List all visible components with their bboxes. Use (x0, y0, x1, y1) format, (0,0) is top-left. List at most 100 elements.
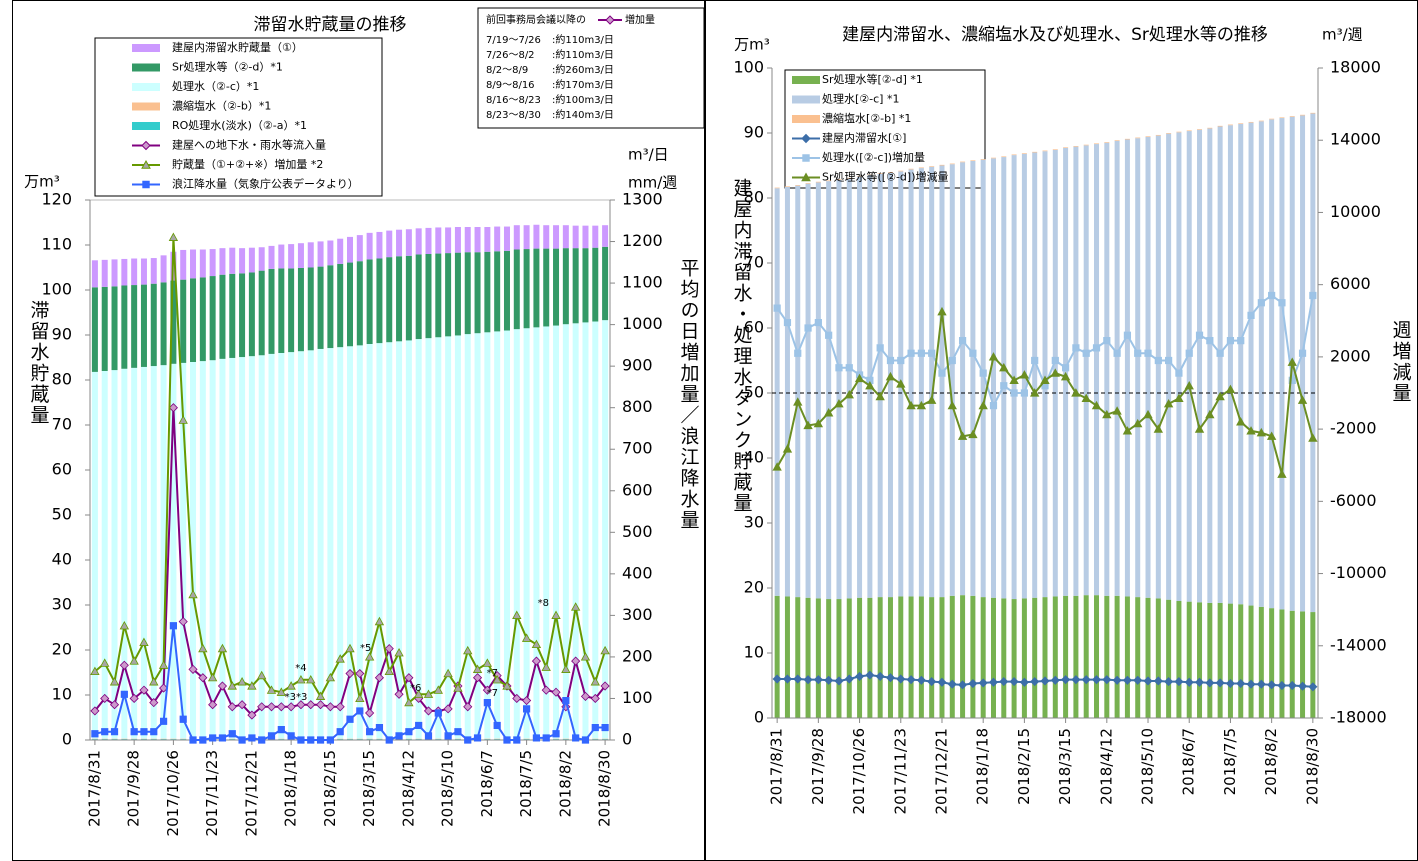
bar-segment (1217, 125, 1223, 127)
bar-segment (464, 227, 471, 253)
bar-segment (1176, 601, 1182, 718)
legend-label: 処理水([②-c])増加量 (822, 151, 925, 164)
bar-segment (386, 230, 393, 258)
line-marker (978, 678, 988, 688)
x-tick-label: 2017/8/31 (768, 728, 786, 805)
y2-tick-label: -10000 (1330, 563, 1387, 582)
line-marker (1030, 388, 1040, 397)
bar-segment (523, 225, 530, 250)
bar-segment (288, 268, 295, 353)
x-tick-label: 2017/11/23 (891, 728, 909, 814)
x-tick-label: 2018/7/5 (517, 750, 535, 817)
bar-segment (1300, 114, 1306, 116)
bar-segment (898, 596, 904, 718)
bar-segment (415, 254, 422, 340)
bar-segment (317, 266, 324, 349)
line-marker (522, 695, 532, 706)
line-marker (1257, 299, 1265, 307)
bar-segment (1176, 132, 1182, 601)
bar-segment (474, 227, 481, 253)
line-marker (926, 395, 937, 404)
line-marker (149, 677, 159, 686)
y-axis-label: 建屋内滞留水・処理水タンク貯蔵量 (731, 178, 753, 514)
y-axis-label: 滞留水貯蔵量 (28, 300, 50, 426)
line-marker (297, 736, 305, 744)
bar-segment (366, 259, 373, 344)
legend-label: 建屋内滞留水貯蔵量（①） (172, 40, 303, 54)
line-marker (907, 349, 915, 357)
bar-segment (990, 597, 996, 718)
bar-segment (815, 598, 821, 718)
line-marker (1091, 400, 1102, 410)
bar-segment (533, 327, 540, 739)
bar-segment (1155, 135, 1161, 599)
line-marker (813, 675, 823, 685)
line-marker (814, 318, 822, 327)
line-marker (1133, 675, 1143, 685)
line-marker (1019, 677, 1029, 687)
line-marker (129, 656, 139, 665)
bar-segment (908, 596, 914, 718)
line-marker (1237, 337, 1245, 345)
y2-tick-label: 800 (622, 397, 653, 416)
line-marker (1143, 409, 1153, 419)
info-period: 8/23～8/30 (486, 110, 541, 121)
line-marker (532, 734, 541, 742)
x-tick-label: 2018/3/15 (1056, 728, 1074, 805)
bar-segment (209, 249, 216, 277)
bar-segment (1124, 138, 1130, 140)
bar-segment (160, 365, 167, 739)
bar-segment (898, 170, 904, 172)
bar-segment (846, 598, 852, 718)
line-marker (1309, 291, 1317, 300)
y2-tick-label: -14000 (1330, 635, 1387, 654)
line-marker (1298, 349, 1307, 357)
line-marker (404, 673, 414, 683)
bar-segment (405, 340, 412, 739)
line-marker (443, 668, 453, 678)
bar-segment (1135, 137, 1141, 139)
bar-segment (337, 238, 344, 264)
bar-segment (1021, 153, 1027, 154)
line-marker (237, 677, 247, 686)
y-tick-label: 100 (41, 280, 72, 299)
line-marker (844, 674, 854, 684)
bar-segment (784, 596, 790, 718)
bar-segment (805, 183, 811, 598)
bar-segment (1227, 603, 1233, 718)
bar-segment (248, 272, 255, 357)
y-tick-label: 0 (62, 730, 72, 749)
x-tick-label: 2017/11/23 (203, 750, 221, 836)
line-marker (1266, 431, 1277, 440)
bar-segment (425, 227, 432, 254)
x-tick-label: 2017/8/31 (85, 750, 103, 827)
bar-segment (356, 345, 363, 739)
y-unit: 万m³ (734, 36, 770, 54)
info-box (477, 7, 705, 129)
bar-segment (239, 248, 246, 274)
bar-segment (815, 182, 821, 599)
line-marker (793, 674, 803, 684)
bar-segment (111, 370, 118, 739)
y2-tick-label: 600 (622, 480, 653, 499)
y-tick-label: 20 (744, 578, 764, 597)
bar-segment (1155, 598, 1161, 718)
bar-segment (1063, 147, 1069, 148)
bar-segment (288, 244, 295, 269)
line-marker (434, 709, 442, 717)
y2-tick-label: 2000 (1330, 346, 1371, 365)
bar-segment (533, 224, 540, 249)
line-marker (423, 689, 434, 698)
line-marker (1133, 418, 1143, 428)
bar-segment (229, 357, 236, 739)
x-tick-label: 2018/1/18 (282, 750, 300, 827)
bar-segment (513, 249, 520, 330)
bar-segment (484, 332, 491, 739)
line-marker (988, 352, 999, 361)
line-marker (1122, 426, 1133, 435)
line-marker (217, 643, 228, 653)
line-marker (90, 706, 100, 716)
bar-segment (327, 265, 334, 349)
bar-segment (918, 167, 924, 169)
bar-segment (425, 254, 432, 339)
